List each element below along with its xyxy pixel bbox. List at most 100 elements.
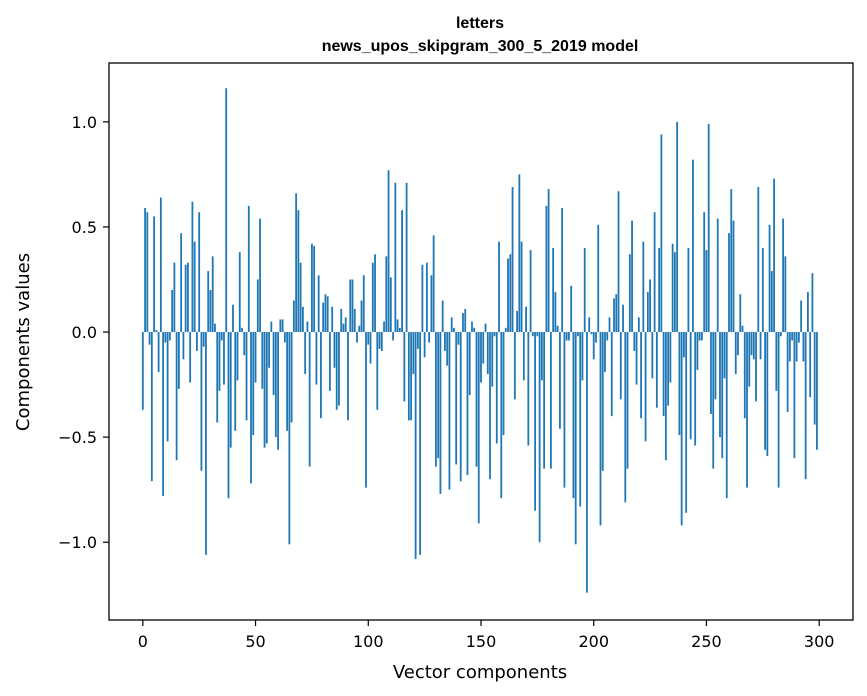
bar (216, 332, 219, 423)
bar (728, 233, 730, 333)
bar (480, 332, 482, 383)
x-tick-label: 300 (804, 632, 835, 651)
x-tick-label: 100 (353, 632, 384, 651)
bar (694, 332, 697, 446)
y-tick-label: −0.5 (58, 428, 97, 447)
bar (347, 332, 349, 421)
bar (263, 332, 266, 448)
bar (626, 332, 629, 469)
bar (243, 332, 246, 356)
bar (455, 332, 458, 465)
bar (737, 332, 739, 356)
y-tick-label: 1.0 (72, 113, 97, 132)
bar (667, 332, 670, 406)
bar (202, 332, 205, 347)
bar (207, 271, 210, 333)
bar (247, 205, 250, 333)
bar (640, 332, 642, 419)
bar (766, 332, 769, 457)
bar (453, 327, 455, 333)
bar (371, 262, 374, 333)
bar (292, 300, 295, 333)
bar (484, 323, 487, 333)
x-axis-ticks: 0 50 100 150 200 250 300 (138, 620, 835, 651)
bar (459, 332, 462, 482)
bar (712, 332, 715, 469)
bar (356, 332, 358, 343)
bar (374, 254, 376, 333)
bar (608, 317, 611, 333)
bar (619, 332, 622, 400)
bar (732, 220, 735, 333)
bar (367, 332, 370, 345)
x-tick-label: 0 (138, 632, 148, 651)
bar (797, 332, 800, 343)
bar (502, 332, 505, 436)
bar (543, 332, 546, 469)
bar (306, 321, 309, 333)
bar (441, 300, 444, 333)
bar (572, 332, 575, 499)
bar (205, 332, 207, 555)
bar (297, 210, 300, 333)
bar (182, 332, 185, 360)
bar (277, 332, 279, 450)
bar (556, 325, 559, 333)
bar (590, 332, 593, 335)
y-axis-ticks: 1.0 0.5 0.0 −0.5 −1.0 (58, 113, 109, 552)
bar (707, 123, 710, 333)
bar (687, 247, 690, 333)
bar (689, 332, 692, 440)
bar (547, 189, 550, 333)
bar (786, 332, 789, 412)
bar (338, 332, 340, 406)
bar (802, 332, 805, 362)
bar (586, 332, 588, 593)
bar (579, 332, 582, 507)
bar (214, 323, 216, 333)
bar (777, 332, 780, 488)
bar (281, 319, 284, 333)
bars (141, 88, 818, 593)
bar (511, 187, 514, 333)
bar (782, 218, 785, 333)
bar (581, 332, 584, 381)
bar (678, 332, 681, 436)
bar (286, 332, 289, 431)
bar (200, 332, 203, 471)
bar (439, 332, 442, 494)
y-tick-label: −1.0 (58, 533, 97, 552)
bar (757, 187, 760, 333)
bar (234, 332, 237, 431)
bar (268, 332, 270, 368)
bar (220, 332, 223, 341)
bar (773, 178, 775, 333)
bar (642, 241, 645, 333)
bar (568, 332, 570, 341)
bar (398, 327, 401, 333)
bar (175, 332, 178, 461)
bar (536, 332, 539, 337)
bar (164, 332, 167, 343)
bar (412, 332, 415, 375)
bar (471, 321, 473, 333)
bar (701, 332, 703, 341)
bar (146, 212, 149, 333)
bar (211, 256, 214, 333)
bar (360, 300, 363, 333)
bar (155, 329, 158, 333)
bar (680, 332, 683, 526)
x-axis-label: Vector components (393, 662, 567, 683)
bar (507, 258, 509, 333)
bar (811, 273, 814, 333)
bar (493, 332, 496, 337)
bar (457, 332, 460, 345)
bar (311, 243, 313, 333)
bar (245, 332, 248, 421)
bar (635, 332, 638, 385)
bar (450, 317, 453, 333)
bar (791, 332, 794, 341)
bar (414, 332, 417, 560)
bar (779, 332, 782, 337)
